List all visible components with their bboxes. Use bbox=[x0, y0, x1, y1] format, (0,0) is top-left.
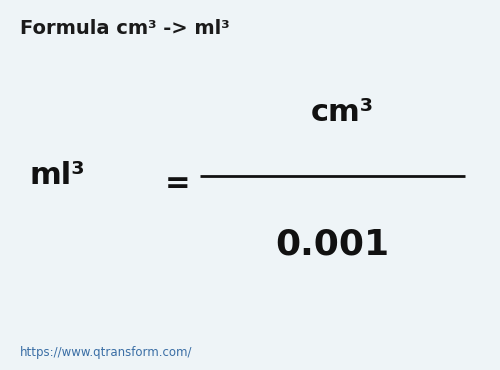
Text: 0.001: 0.001 bbox=[276, 227, 390, 261]
Text: Formula cm³ -> ml³: Formula cm³ -> ml³ bbox=[20, 18, 230, 37]
Text: https://www.qtransform.com/: https://www.qtransform.com/ bbox=[20, 346, 193, 359]
Text: ml³: ml³ bbox=[30, 161, 86, 190]
Text: cm³: cm³ bbox=[311, 98, 374, 127]
Text: =: = bbox=[164, 169, 190, 198]
